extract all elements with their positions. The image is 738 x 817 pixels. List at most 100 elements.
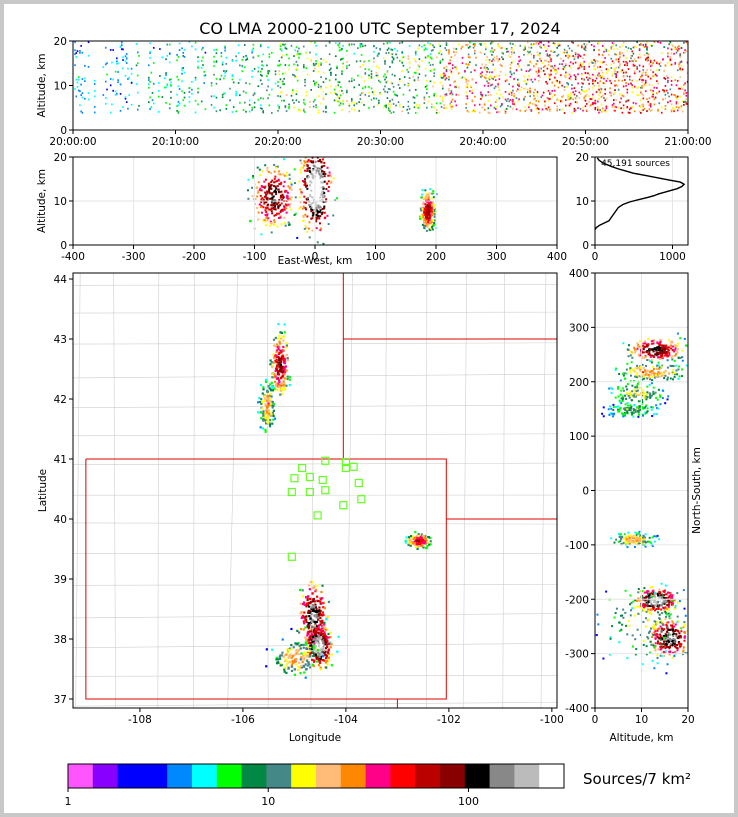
- density-cell: [609, 79, 611, 82]
- density-cell: [473, 104, 476, 107]
- density-cell: [686, 80, 688, 83]
- density-cell: [281, 354, 284, 357]
- density-cell: [213, 60, 215, 63]
- density-cell: [301, 658, 305, 661]
- density-cell: [423, 218, 426, 221]
- density-cell: [650, 382, 653, 385]
- density-cell: [561, 100, 563, 103]
- density-cell: [430, 205, 433, 208]
- density-cell: [312, 62, 315, 65]
- density-cell: [536, 75, 539, 77]
- density-cell: [418, 104, 421, 106]
- density-cell: [488, 71, 491, 74]
- density-cell: [621, 111, 624, 114]
- density-cell: [338, 89, 341, 92]
- density-cell: [112, 89, 114, 92]
- density-cell: [634, 367, 637, 370]
- density-cell: [685, 101, 688, 104]
- density-cell: [635, 373, 638, 376]
- density-cell: [627, 531, 630, 534]
- density-cell: [561, 108, 563, 111]
- density-cell: [502, 58, 504, 60]
- density-cell: [213, 55, 215, 58]
- density-cell: [271, 401, 274, 404]
- density-cell: [152, 62, 155, 64]
- density-cell: [223, 92, 225, 95]
- density-cell: [588, 65, 590, 68]
- density-cell: [202, 56, 204, 59]
- density-cell: [320, 62, 322, 65]
- density-cell: [314, 67, 316, 70]
- density-cell: [483, 76, 486, 79]
- density-cell: [492, 41, 495, 44]
- density-cell: [316, 611, 319, 614]
- density-cell: [87, 65, 90, 68]
- density-cell: [320, 85, 322, 88]
- density-cell: [320, 102, 322, 105]
- density-cell: [314, 653, 317, 656]
- density-cell: [670, 340, 673, 343]
- density-cell: [616, 408, 619, 411]
- density-cell: [501, 51, 503, 54]
- density-cell: [449, 104, 451, 106]
- station-marker: [290, 474, 299, 483]
- density-cell: [256, 206, 259, 209]
- density-cell: [125, 62, 128, 64]
- density-cell: [266, 75, 268, 77]
- density-cell: [421, 544, 424, 547]
- density-cell: [188, 86, 191, 89]
- density-cell: [272, 418, 275, 421]
- density-cell: [633, 58, 636, 61]
- density-cell: [494, 108, 497, 110]
- density-cell: [624, 414, 627, 417]
- density-cell: [412, 537, 416, 540]
- density-cell: [433, 221, 436, 224]
- density-cell: [116, 60, 118, 63]
- density-cell: [317, 65, 320, 67]
- density-cell: [481, 63, 483, 66]
- density-cell: [308, 663, 311, 666]
- density-cell: [257, 85, 260, 88]
- density-cell: [282, 384, 285, 387]
- density-cell: [293, 102, 295, 104]
- density-cell: [681, 359, 684, 362]
- density-cell: [488, 76, 491, 79]
- density-cell: [563, 75, 566, 77]
- density-cell: [273, 163, 276, 166]
- density-cell: [257, 189, 260, 192]
- density-cell: [617, 387, 620, 390]
- density-cell: [295, 53, 298, 56]
- density-cell: [258, 397, 261, 400]
- density-cell: [249, 219, 252, 222]
- density-cell: [451, 98, 454, 101]
- density-cell: [279, 63, 282, 66]
- density-cell: [304, 81, 306, 84]
- density-cell: [287, 185, 290, 188]
- density-cell: [643, 391, 646, 394]
- density-cell: [311, 581, 314, 584]
- density-cell: [287, 655, 291, 658]
- density-cell: [266, 89, 268, 92]
- density-cell: [603, 50, 605, 53]
- density-cell: [646, 41, 648, 43]
- density-cell: [274, 369, 277, 373]
- density-cell: [649, 65, 652, 68]
- density-cell: [467, 62, 470, 65]
- density-cell: [321, 658, 325, 662]
- density-cell: [314, 590, 317, 593]
- density-cell: [478, 50, 481, 53]
- density-cell: [529, 87, 531, 90]
- x-tick-label: 1000: [659, 251, 686, 263]
- density-cell: [181, 90, 183, 93]
- density-cell: [631, 535, 634, 538]
- density-cell: [663, 89, 665, 92]
- density-cell: [656, 87, 658, 89]
- county-line: [73, 284, 557, 286]
- density-cell: [213, 73, 215, 76]
- density-cell: [466, 86, 469, 89]
- density-cell: [453, 51, 455, 53]
- density-cell: [270, 222, 273, 225]
- county-line: [540, 273, 547, 708]
- density-cell: [283, 205, 286, 208]
- density-cell: [651, 375, 654, 378]
